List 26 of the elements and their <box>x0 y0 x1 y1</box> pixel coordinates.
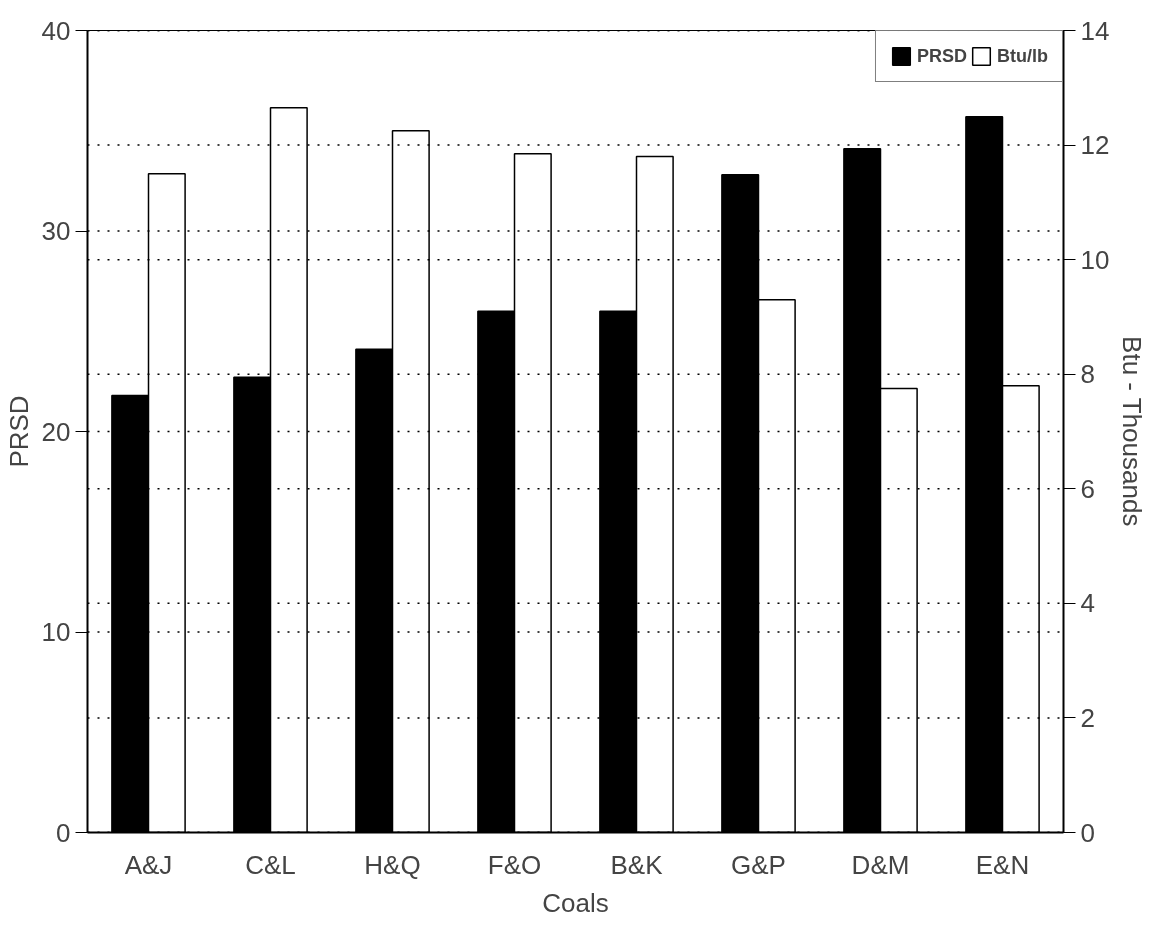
y-tick-label: 20 <box>41 416 71 447</box>
y-tick-label: 40 <box>41 15 71 46</box>
x-tick-label: H&Q <box>364 849 421 880</box>
legend-label: Btu/lb <box>997 45 1048 67</box>
y-tick-label: 0 <box>56 817 71 848</box>
legend-label: PRSD <box>916 45 967 67</box>
x-tick-label: F&O <box>487 849 542 880</box>
y2-tick-label: 10 <box>1080 244 1110 275</box>
y2-axis-title: Btu - Thousands <box>1117 336 1148 527</box>
y-tick-label: 30 <box>41 216 71 246</box>
y2-tick-label: 6 <box>1080 473 1095 504</box>
y-axis-title: PRSD <box>3 395 34 468</box>
y2-tick-label: 2 <box>1080 702 1095 733</box>
x-axis-title: Coals <box>542 887 609 918</box>
y2-tick-label: 14 <box>1080 15 1110 46</box>
x-tick-label: A&J <box>124 849 173 880</box>
y2-tick-label: 4 <box>1080 588 1095 619</box>
y-tick-label: 10 <box>41 617 71 647</box>
y2-tick-label: 8 <box>1080 359 1095 390</box>
x-tick-label: G&P <box>731 849 786 880</box>
x-tick-label: D&M <box>851 849 910 880</box>
x-tick-label: C&L <box>245 849 296 880</box>
y2-tick-label: 12 <box>1080 130 1110 161</box>
x-tick-label: E&N <box>975 849 1030 880</box>
y2-tick-label: 0 <box>1080 817 1095 848</box>
x-tick-label: B&K <box>610 849 664 880</box>
